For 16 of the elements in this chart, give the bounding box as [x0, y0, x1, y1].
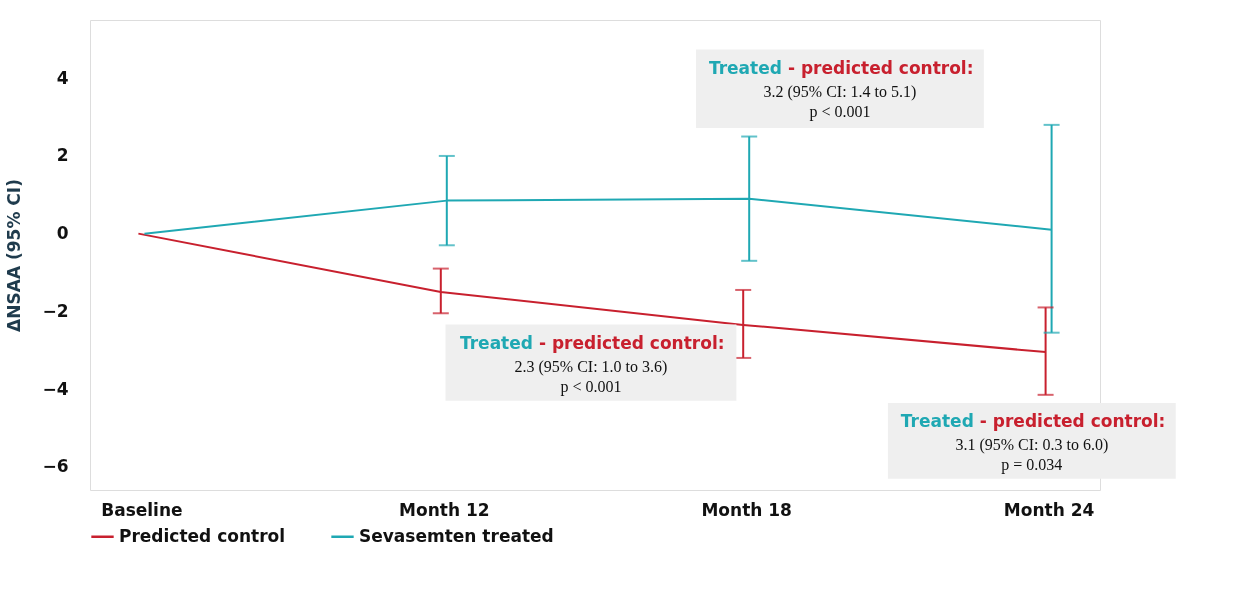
y-tick-label: 4 [56, 67, 69, 88]
annotation: Treated - predicted control: 3.1 (95% CI: 0.3 to 6.0) p = 0.034 [900, 411, 1166, 475]
x-tick-label: Month 18 [701, 499, 792, 520]
y-tick-label: 2 [56, 145, 69, 166]
annotation: Treated - predicted control: 3.2 (95% CI: 1.4 to 5.1) p < 0.001 [708, 57, 974, 121]
annotation: Treated - predicted control: 2.3 (95% CI: 1.0 to 3.6) p < 0.001 [460, 332, 725, 396]
y-tick-label: −4 [42, 378, 69, 399]
y-tick-label: −2 [42, 300, 69, 321]
x-tick-label: Baseline [101, 499, 183, 520]
y-tick-label: 0 [56, 223, 69, 244]
legend-label: Sevasemten treated [359, 525, 554, 546]
y-tick-label: −6 [42, 456, 69, 477]
x-tick-label: Month 24 [1003, 499, 1095, 520]
x-tick-label: Month 12 [399, 499, 490, 520]
y-axis-title: ΔNSAA (95% CI) [4, 179, 25, 332]
legend-label: Predicted control [119, 525, 286, 546]
